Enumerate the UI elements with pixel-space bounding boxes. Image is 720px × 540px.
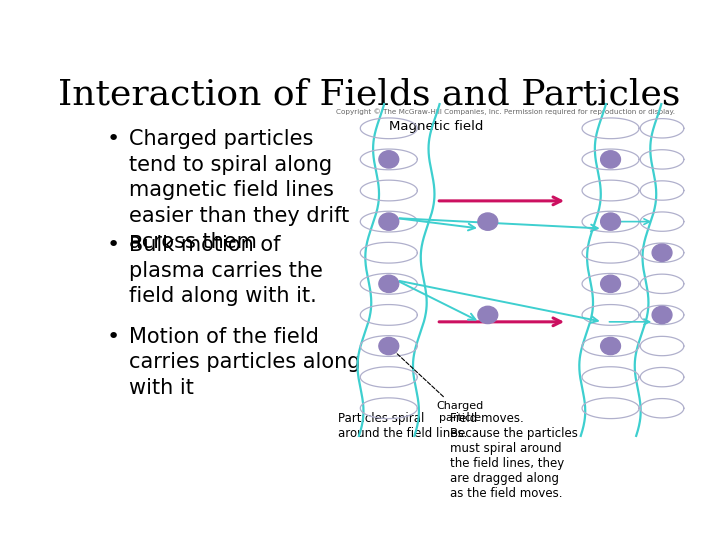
Circle shape	[600, 213, 621, 230]
Circle shape	[478, 213, 498, 230]
Circle shape	[379, 275, 399, 293]
Circle shape	[652, 306, 672, 323]
Text: Charged
particle: Charged particle	[391, 348, 484, 423]
Text: Interaction of Fields and Particles: Interaction of Fields and Particles	[58, 77, 680, 111]
Circle shape	[600, 275, 621, 293]
Text: Charged particles
tend to spiral along
magnetic field lines
easier than they dri: Charged particles tend to spiral along m…	[129, 129, 349, 252]
Text: •: •	[107, 129, 120, 149]
Text: Particles spiral
around the field lines.: Particles spiral around the field lines.	[338, 412, 468, 440]
Text: Magnetic field: Magnetic field	[389, 120, 483, 133]
Text: Bulk motion of
plasma carries the
field along with it.: Bulk motion of plasma carries the field …	[129, 235, 323, 307]
Circle shape	[652, 244, 672, 261]
Text: Copyright © The McGraw-Hill Companies, Inc. Permission required for reproduction: Copyright © The McGraw-Hill Companies, I…	[336, 109, 675, 115]
Text: •: •	[107, 327, 120, 347]
Text: Motion of the field
carries particles along
with it: Motion of the field carries particles al…	[129, 327, 361, 398]
Circle shape	[600, 151, 621, 168]
Circle shape	[478, 306, 498, 323]
Text: Field moves.
Because the particles
must spiral around
the field lines, they
are : Field moves. Because the particles must …	[450, 412, 577, 500]
Circle shape	[379, 213, 399, 230]
Circle shape	[379, 151, 399, 168]
Circle shape	[379, 338, 399, 355]
Text: •: •	[107, 235, 120, 255]
Circle shape	[600, 338, 621, 355]
